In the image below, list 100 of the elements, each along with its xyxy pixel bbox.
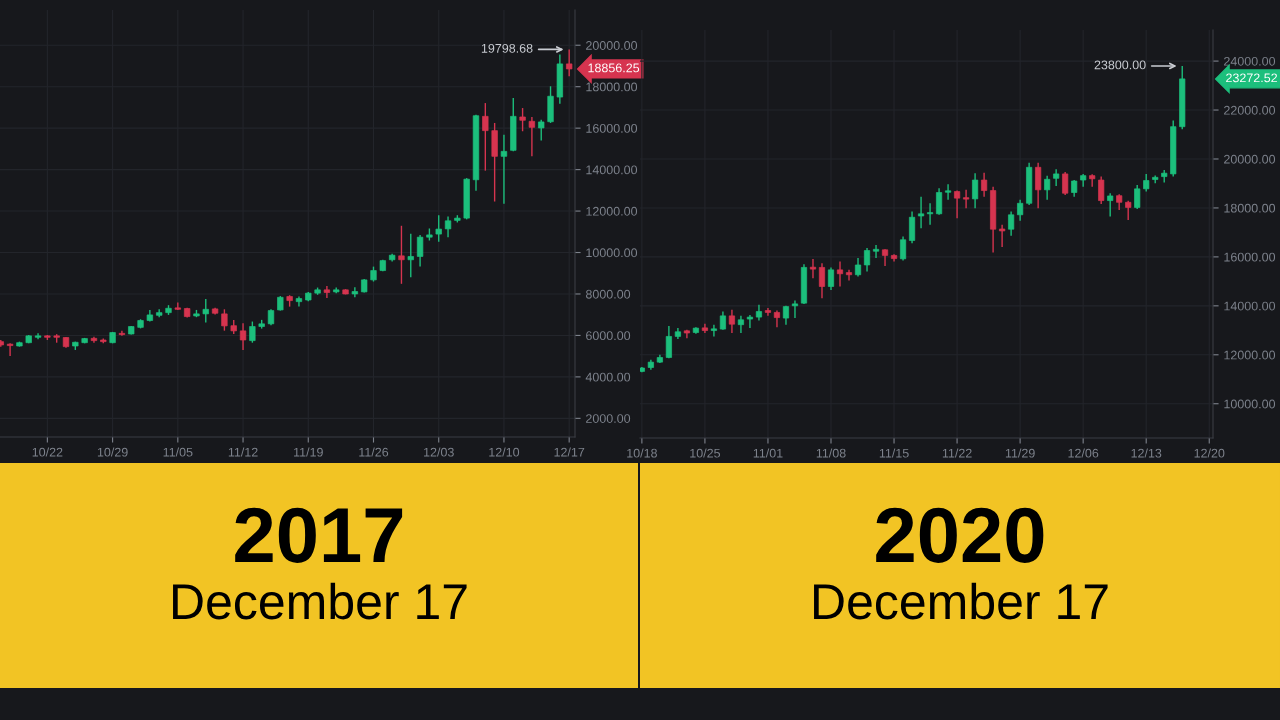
candlestick: [836, 260, 844, 288]
candlestick: [202, 298, 209, 324]
y-tick-label: 24000.00: [1224, 56, 1276, 66]
candlestick: [6, 342, 14, 357]
x-tick-label: 12/03: [424, 447, 454, 457]
candlestick: [665, 325, 672, 359]
candlestick: [764, 307, 772, 317]
y-tick-label: 22000.00: [1224, 105, 1276, 115]
candlestick: [927, 202, 934, 226]
y-tick-label: 18000.00: [586, 82, 638, 92]
x-tick-label: 12/13: [1131, 448, 1162, 458]
x-tick-label: 11/08: [816, 448, 846, 458]
text: 2017: [235, 507, 403, 563]
candlestick: [963, 189, 970, 209]
candlestick: [221, 308, 228, 332]
candlestick: [1035, 161, 1042, 209]
y-tick-label: 2000.00: [586, 414, 631, 423]
candlestick: [710, 323, 717, 338]
x-tick-label: 10/25: [690, 448, 721, 458]
candlestick: [1134, 184, 1141, 210]
annotation: 19798.68: [481, 43, 533, 53]
y-tick-label: 14000.00: [1224, 301, 1276, 311]
candlestick: [1053, 168, 1060, 187]
candlestick: [435, 214, 442, 243]
text: 23272.52: [1226, 73, 1278, 83]
x-tick-label: 11/12: [228, 447, 258, 457]
candlestick: [791, 299, 799, 319]
candlestick: [519, 107, 526, 132]
x-tick-label: 12/10: [489, 447, 520, 457]
candlestick: [818, 262, 826, 299]
y-tick-label: 12000.00: [1224, 350, 1276, 360]
candlestick: [719, 310, 726, 331]
candlestick: [954, 189, 961, 219]
candlestick: [845, 269, 853, 282]
candlestick: [981, 171, 988, 198]
y-tick-label: 20000.00: [586, 41, 638, 50]
candlestick: [900, 235, 907, 262]
candlestick: [854, 257, 862, 278]
candlestick: [972, 172, 979, 209]
candlestick: [1107, 192, 1114, 218]
candlestick: [239, 322, 247, 351]
candlestick: [1062, 171, 1069, 196]
candlestick: [918, 195, 925, 229]
candlestick: [528, 116, 536, 158]
candlestick: [566, 48, 573, 78]
y-tick-label: 20000.00: [1224, 154, 1276, 164]
candlestick: [174, 301, 181, 311]
candlestick: [1017, 199, 1024, 222]
candlestick: [728, 309, 735, 334]
y-tick-label: 16000.00: [1224, 252, 1276, 262]
x-tick-label: 11/29: [1005, 448, 1035, 458]
x-tick-label: 10/29: [97, 447, 128, 457]
candlestick: [827, 266, 835, 291]
candlestick: [1125, 200, 1132, 221]
candlestick: [407, 233, 414, 278]
y-tick-label: 4000.00: [585, 372, 631, 382]
candlestick: [773, 309, 781, 328]
candlestick: [538, 118, 545, 142]
text: 18856.25: [588, 63, 640, 73]
candlestick: [1008, 210, 1015, 237]
candlestick: [416, 234, 424, 268]
candlestick: [1089, 173, 1096, 188]
y-tick-label: 14000.00: [586, 165, 638, 175]
candlestick: [999, 224, 1006, 248]
y-tick-label: 16000.00: [586, 123, 638, 133]
candlestick: [936, 187, 943, 216]
candlestick: [323, 285, 331, 299]
candlestick: [249, 320, 256, 344]
x-tick-label: 11/15: [879, 448, 909, 458]
candlestick: [809, 258, 817, 279]
candlestick: [945, 183, 952, 201]
candlestick: [737, 315, 744, 334]
text: December 17: [173, 582, 467, 620]
candlestick: [295, 295, 303, 308]
x-tick-label: 11/26: [359, 447, 389, 457]
x-tick-label: 11/19: [294, 447, 323, 457]
x-tick-label: 10/22: [32, 447, 63, 457]
x-tick-label: 12/20: [1194, 448, 1225, 458]
x-tick-label: 11/05: [163, 447, 193, 457]
text: December 17: [814, 582, 1108, 620]
y-tick-label: 12000.00: [586, 206, 638, 216]
candlestick: [444, 215, 452, 238]
x-tick-label: 11/01: [753, 448, 783, 458]
candlestick: [1098, 175, 1105, 205]
candlestick: [500, 134, 508, 205]
candlestick: [909, 210, 916, 244]
x-tick-label: 11/22: [942, 448, 972, 458]
candlestick: [398, 225, 405, 285]
x-tick-label: 12/06: [1068, 448, 1099, 458]
x-tick-label: 12/17: [554, 447, 585, 457]
y-tick-label: 10000.00: [586, 248, 638, 258]
candlestick: [872, 244, 880, 259]
y-tick-label: 10000.00: [1224, 399, 1276, 409]
candlestick: [746, 314, 753, 329]
y-tick-label: 6000.00: [586, 331, 631, 341]
candlestick: [1044, 175, 1051, 201]
text: 2020: [876, 507, 1044, 563]
candlestick: [482, 102, 489, 172]
x-tick-label: 10/18: [627, 448, 657, 458]
y-tick-label: 18000.00: [1224, 203, 1276, 213]
